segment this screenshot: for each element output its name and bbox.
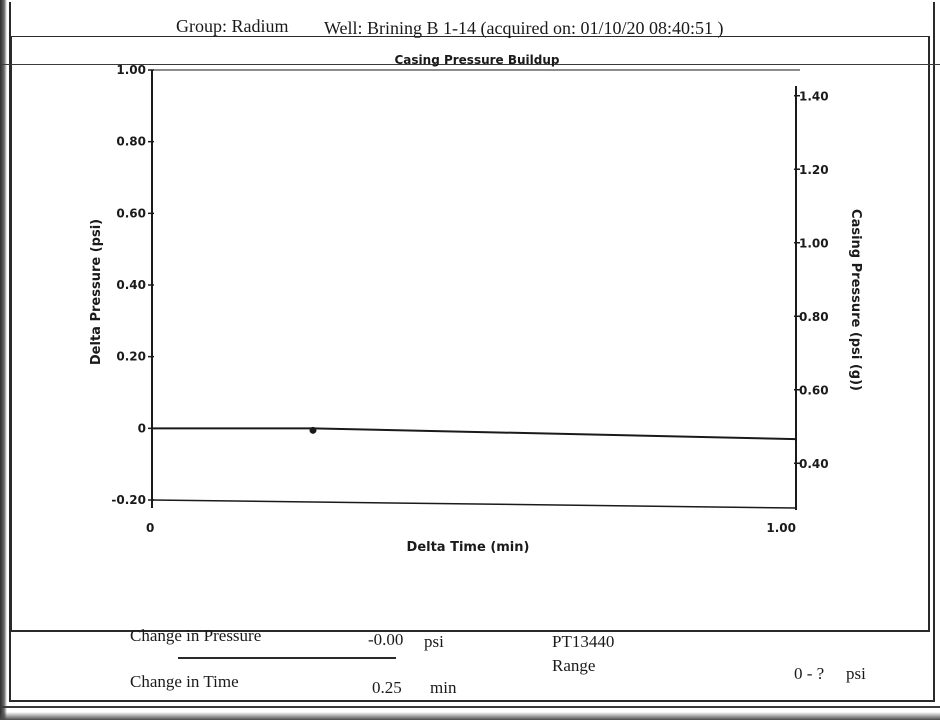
y2-axis-label: Casing Pressure (psi (g)): [848, 209, 863, 391]
y-tick-label: 0.80: [116, 135, 146, 149]
x-tick-label: 1.00: [766, 521, 796, 535]
x-tick-label: 0: [146, 521, 154, 535]
y-tick-label: 0.40: [116, 278, 146, 292]
range-unit: psi: [846, 664, 866, 683]
scan-edge-left: [0, 0, 7, 720]
change-in-time-label: Change in Time: [130, 672, 239, 691]
y-tick-label: 0.20: [116, 350, 146, 364]
y2-tick-label: 1.20: [799, 163, 829, 177]
data-point-marker: [309, 426, 317, 434]
range-value: 0 - ?: [794, 664, 825, 683]
footer-underline: [178, 657, 396, 659]
change-in-pressure-label: Change in Pressure: [130, 626, 262, 645]
chart-frame: [10, 36, 930, 632]
y2-tick-label: 1.00: [799, 237, 829, 251]
y-tick-label: -0.20: [111, 493, 146, 507]
gauge-id: PT13440: [552, 632, 615, 651]
change-in-time-unit: min: [430, 678, 457, 697]
change-in-pressure-value: -0.00: [368, 630, 404, 649]
chart-title: Casing Pressure Buildup: [394, 53, 559, 67]
scan-edge-bottom: [0, 712, 940, 720]
header-divider: [0, 64, 940, 65]
y2-tick-label: 1.40: [799, 90, 829, 104]
well-label: Well: Brining B 1-14 (acquired on: 01/10…: [324, 18, 724, 38]
y-tick-label: 0.60: [116, 206, 146, 220]
change-in-time-value: 0.25: [372, 678, 402, 697]
y-tick-label: 1.00: [116, 63, 146, 77]
y-tick-label: 0: [138, 421, 146, 435]
y2-tick-label: 0.80: [799, 310, 829, 324]
y-axis-label: Delta Pressure (psi): [89, 219, 104, 365]
change-in-pressure-unit: psi: [424, 632, 444, 651]
y2-tick-label: 0.40: [799, 457, 829, 471]
footer-divider: [0, 706, 940, 708]
group-label: Group: Radium: [176, 16, 289, 36]
report-footer: Change in Pressure -0.00 psi PT13440 Ran…: [0, 622, 940, 712]
range-label: Range: [552, 656, 596, 675]
x-axis-line: [151, 499, 797, 509]
delta-pressure-line: [152, 427, 797, 441]
x-axis-label: Delta Time (min): [407, 540, 530, 555]
y2-tick-label: 0.60: [799, 384, 829, 398]
